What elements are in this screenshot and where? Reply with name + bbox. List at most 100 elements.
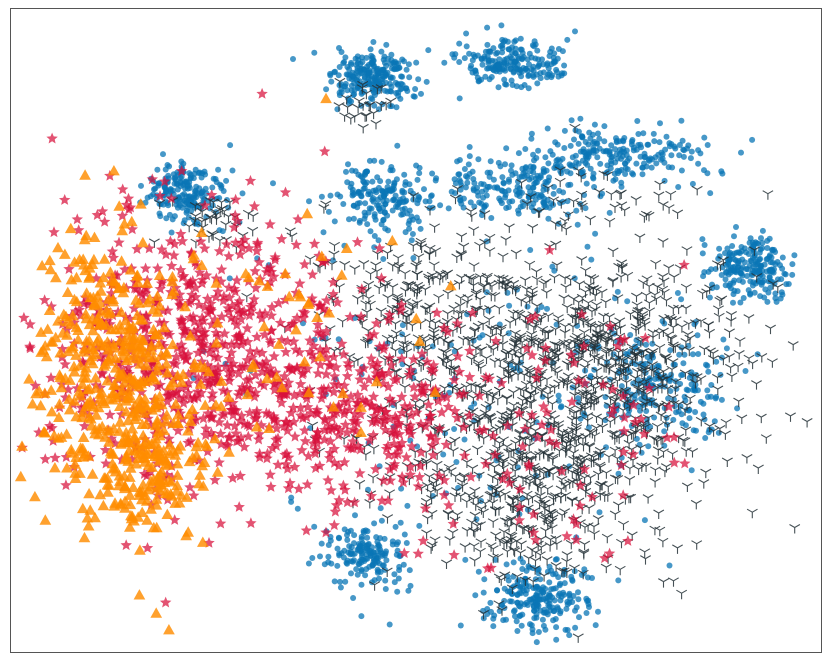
point-circle (615, 577, 622, 584)
point-circle (769, 247, 776, 254)
point-circle (542, 609, 549, 616)
point-circle (501, 76, 508, 83)
point-tri_down (659, 467, 671, 478)
point-circle (523, 65, 529, 72)
point-circle (405, 587, 412, 594)
point-circle (398, 485, 405, 492)
point-circle (572, 624, 579, 631)
point-circle (723, 345, 730, 352)
point-circle (556, 187, 563, 194)
point-circle (382, 577, 389, 584)
point-tri_down (743, 314, 755, 324)
point-circle (736, 250, 743, 257)
point-tri_down (657, 238, 669, 248)
point-circle (337, 584, 344, 591)
point-tri_down (634, 233, 646, 243)
point-circle (335, 336, 342, 343)
point-circle (757, 263, 764, 270)
point-tri_down (481, 274, 493, 285)
point-circle (398, 85, 405, 92)
point-tri_down (453, 280, 465, 290)
point-circle (671, 403, 678, 410)
point-tri_down (691, 185, 703, 196)
point-star (325, 484, 337, 496)
point-star (329, 505, 342, 517)
point-circle (395, 575, 402, 582)
point-circle (381, 209, 388, 216)
point-circle (666, 562, 673, 569)
point-star (99, 215, 111, 227)
point-circle (630, 380, 637, 387)
point-circle (766, 274, 773, 281)
point-circle (461, 436, 468, 443)
point-tri_down (474, 295, 486, 306)
point-tri_down (551, 540, 563, 550)
point-circle (457, 622, 464, 629)
point-circle (525, 85, 532, 92)
point-circle (475, 156, 482, 163)
point-tri_down (627, 456, 639, 466)
point-circle (555, 46, 562, 52)
point-circle (573, 604, 580, 611)
point-circle (167, 188, 174, 195)
point-star (71, 213, 83, 225)
point-circle (668, 152, 675, 159)
point-circle (317, 553, 323, 560)
point-circle (557, 404, 564, 411)
point-tri_down (546, 400, 558, 410)
point-circle (396, 567, 403, 574)
point-circle (407, 582, 414, 589)
point-tri_down (544, 384, 556, 395)
point-circle (676, 152, 683, 159)
point-circle (738, 149, 744, 156)
point-tri_down (630, 196, 642, 206)
point-tri_down (698, 479, 710, 489)
point-circle (480, 589, 487, 596)
point-circle (409, 231, 416, 237)
point-circle (181, 201, 188, 208)
point-tri_down (697, 289, 709, 300)
point-tri_down (515, 549, 526, 559)
point-circle (571, 275, 578, 282)
point-tri_down (489, 463, 500, 473)
point-circle (743, 249, 749, 256)
point-tri_down (561, 303, 573, 314)
point-circle (498, 200, 505, 207)
point-circle (473, 70, 479, 77)
point-circle (618, 383, 625, 390)
point-circle (557, 608, 564, 615)
point-circle (188, 174, 194, 181)
point-circle (526, 72, 532, 79)
point-tri_down (477, 508, 489, 518)
point-tri_down (515, 296, 527, 307)
point-circle (337, 578, 343, 585)
point-star (49, 452, 61, 463)
point-circle (517, 35, 524, 42)
point-circle (622, 160, 629, 167)
point-circle (544, 305, 550, 312)
point-circle (388, 51, 395, 58)
point-circle (369, 178, 376, 185)
point-tri_down (441, 559, 453, 569)
point-circle (487, 158, 494, 165)
point-circle (552, 139, 559, 146)
point-circle (593, 148, 600, 154)
point-tri_down (569, 123, 581, 134)
point-tri_down (649, 466, 661, 476)
point-tri_down (576, 256, 588, 266)
point-circle (528, 54, 535, 61)
point-tri_down (527, 577, 539, 588)
point-circle (440, 451, 447, 458)
point-tri_down (461, 527, 473, 537)
point-circle (154, 166, 161, 173)
point-tri_down (466, 355, 478, 365)
point-circle (746, 262, 753, 269)
point-circle (399, 206, 406, 213)
point-circle (402, 229, 409, 236)
point-circle (679, 420, 686, 427)
point-circle (729, 252, 736, 259)
point-circle (171, 213, 178, 220)
point-tri_down (382, 294, 394, 304)
point-circle (575, 140, 582, 147)
point-circle (463, 43, 470, 50)
